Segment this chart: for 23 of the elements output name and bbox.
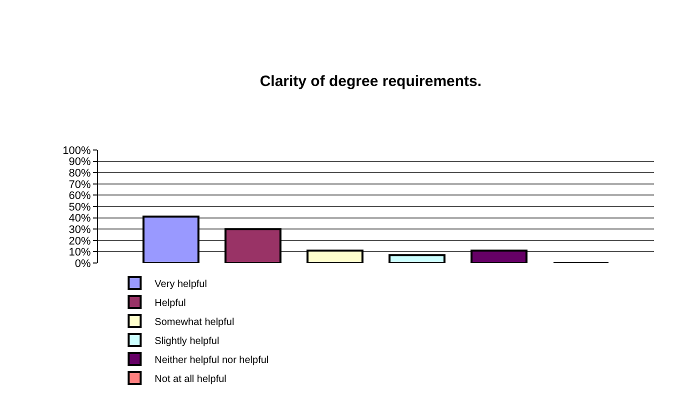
- y-tick-label: 50%: [68, 201, 92, 214]
- legend-label: Neither helpful nor helpful: [154, 354, 269, 366]
- y-tick-label: 90%: [68, 156, 92, 168]
- bar: [142, 216, 200, 263]
- y-tick-label: 20%: [68, 235, 92, 248]
- bar: [470, 250, 528, 263]
- legend-label: Slightly helpful: [154, 336, 220, 347]
- bar: [224, 228, 282, 263]
- y-tick-label: 40%: [68, 212, 92, 225]
- y-tick-label: 80%: [68, 167, 92, 180]
- legend-label: Somewhat helpful: [154, 316, 234, 328]
- legend-label: Not at all helpful: [154, 374, 226, 385]
- chart-title: Clarity of degree requirements.: [260, 73, 482, 90]
- legend-label: Very helpful: [154, 278, 207, 290]
- y-tick-label: 0%: [74, 258, 92, 270]
- y-tick-label: 70%: [68, 178, 92, 191]
- y-tick-label: 60%: [68, 190, 92, 202]
- y-tick-label: 30%: [68, 224, 92, 236]
- bar: [306, 250, 364, 263]
- legend-label: Helpful: [154, 298, 186, 309]
- bar: [388, 254, 446, 263]
- y-tick-label: 10%: [68, 246, 92, 259]
- y-tick-label: 100%: [62, 144, 92, 157]
